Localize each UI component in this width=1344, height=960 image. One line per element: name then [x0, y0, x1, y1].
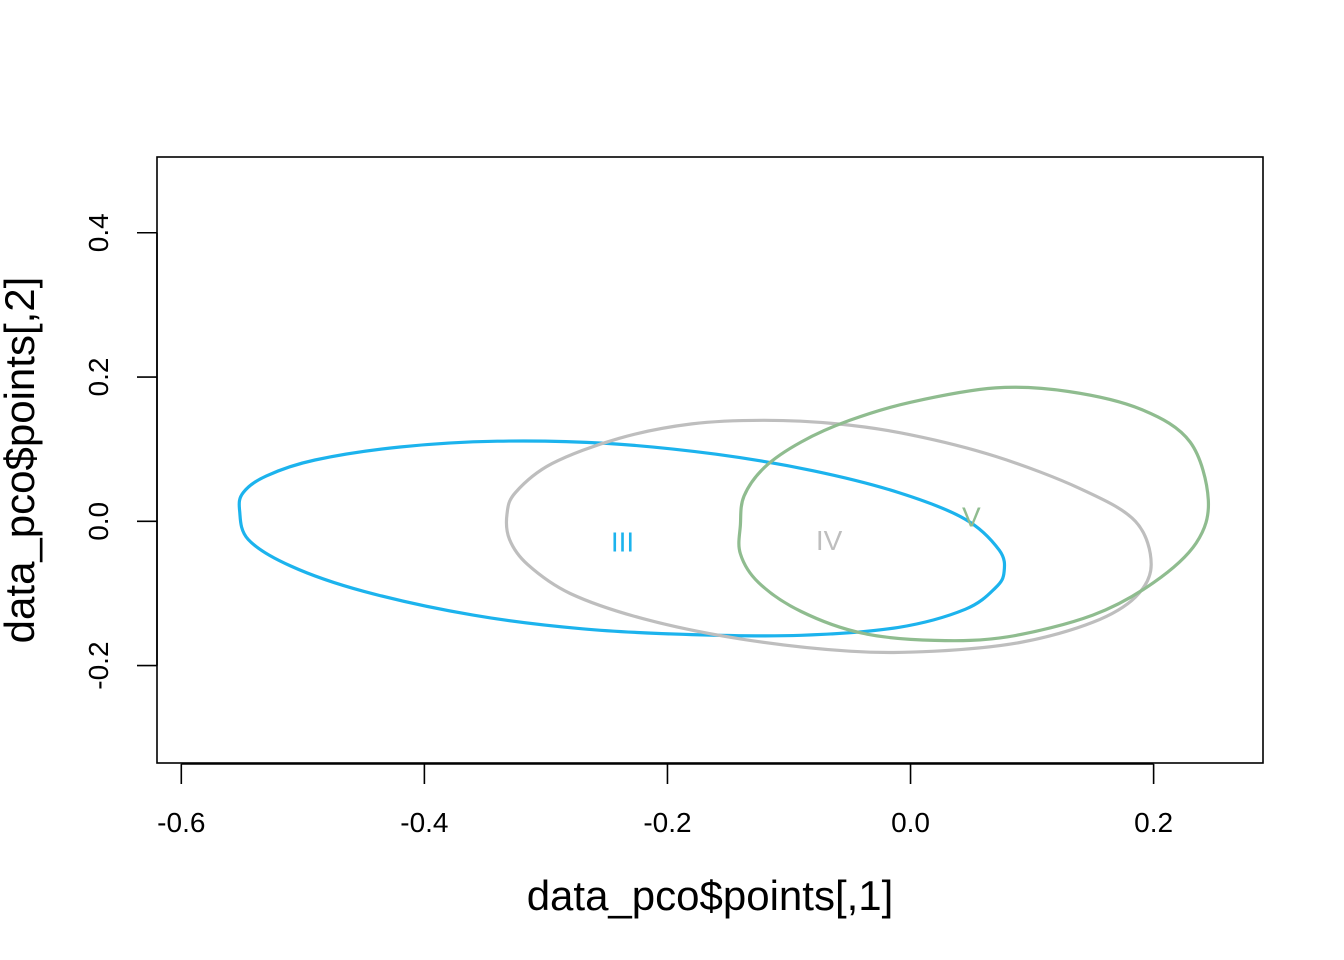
ellipse-v: [737, 385, 1211, 643]
x-tick-label: 0.2: [1134, 807, 1173, 838]
y-tick-label: 0.0: [83, 502, 114, 541]
y-tick-label: -0.2: [83, 641, 114, 689]
y-axis: -0.2 0.0 0.2 0.4: [83, 213, 158, 690]
group-label-v: V: [962, 501, 981, 532]
x-tick-label: -0.6: [157, 807, 205, 838]
ellipse-iii: [237, 439, 1007, 638]
group-ellipses: [237, 385, 1211, 655]
group-label-iii: III: [611, 527, 634, 558]
y-tick-label: 0.2: [83, 358, 114, 397]
ellipse-iv: [504, 418, 1153, 655]
group-label-iv: IV: [816, 525, 843, 556]
x-tick-label: -0.2: [643, 807, 691, 838]
x-tick-label: 0.0: [891, 807, 930, 838]
x-tick-label: -0.4: [400, 807, 448, 838]
y-tick-label: 0.4: [83, 213, 114, 252]
plot-frame: [156, 156, 1264, 764]
group-labels: III IV V: [611, 501, 981, 557]
x-axis: -0.6 -0.4 -0.2 0.0 0.2: [157, 763, 1173, 838]
y-axis-title: data_pco$points[,2]: [0, 277, 43, 644]
x-axis-title: data_pco$points[,1]: [527, 872, 894, 919]
